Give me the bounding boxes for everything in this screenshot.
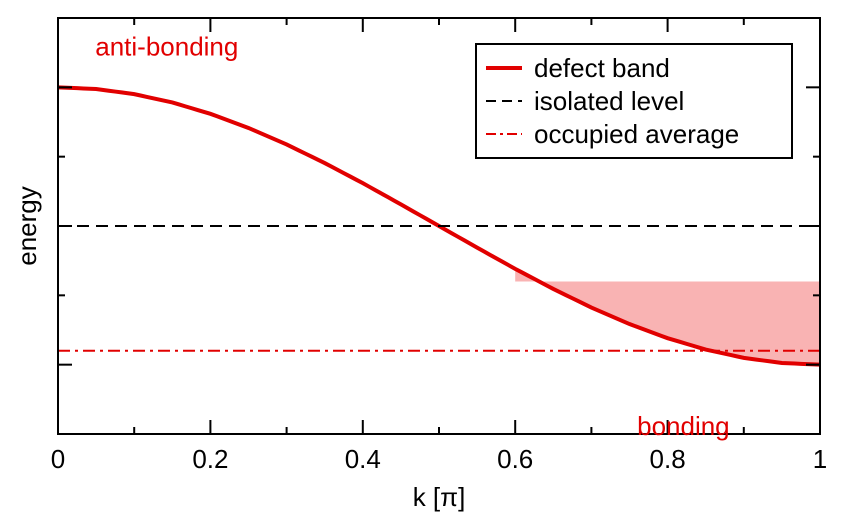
occupied-fill-region bbox=[515, 268, 820, 365]
x-tick-label: 0 bbox=[51, 444, 65, 474]
x-tick-label: 1 bbox=[813, 444, 827, 474]
y-axis-label: energy bbox=[12, 186, 42, 266]
series-lines-layer bbox=[57, 85, 821, 367]
x-tick-label: 0.4 bbox=[345, 444, 381, 474]
legend: defect band isolated level occupied aver… bbox=[475, 43, 793, 159]
legend-box bbox=[475, 43, 793, 159]
annotation-anti-bonding: anti-bonding bbox=[95, 32, 238, 62]
legend-label-defect-band: defect band bbox=[534, 53, 670, 83]
x-tick-label: 0.2 bbox=[192, 444, 228, 474]
legend-label-occupied-average: occupied average bbox=[534, 119, 739, 149]
x-tick-label: 0.8 bbox=[650, 444, 686, 474]
legend-label-isolated-level: isolated level bbox=[534, 86, 684, 116]
annotation-bonding: bonding bbox=[637, 411, 730, 441]
occupied-fill-layer bbox=[515, 268, 820, 365]
ticks-layer bbox=[57, 18, 821, 434]
x-tick-label: 0.6 bbox=[497, 444, 533, 474]
x-axis-label: k [π] bbox=[413, 482, 466, 512]
x-tick-labels: 0 0.2 0.4 0.6 0.8 1 bbox=[51, 444, 827, 474]
